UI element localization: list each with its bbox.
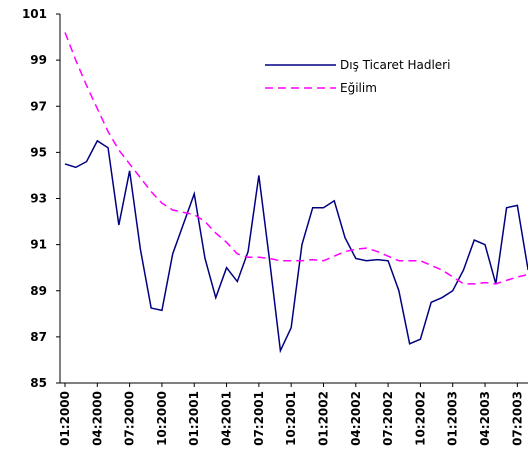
x-tick-label: 10:2000 xyxy=(155,391,169,446)
y-tick-label: 87 xyxy=(30,330,47,344)
y-tick-label: 91 xyxy=(30,238,47,252)
y-tick-label: 99 xyxy=(30,53,47,67)
y-tick-label: 85 xyxy=(30,376,47,390)
x-tick-label: 07:2000 xyxy=(123,391,137,446)
x-tick-label: 01:2001 xyxy=(187,391,201,446)
y-tick-label: 101 xyxy=(22,7,47,21)
x-tick-label: 04:2001 xyxy=(220,391,234,446)
series-line xyxy=(64,139,528,354)
x-tick-label: 01:2002 xyxy=(316,391,330,446)
series-line xyxy=(64,32,528,285)
y-tick-label: 93 xyxy=(30,192,47,206)
x-tick-label: 04:2000 xyxy=(90,391,104,446)
x-tick-label: 07:2002 xyxy=(381,391,395,446)
y-tick-label: 97 xyxy=(30,99,47,113)
y-tick-label: 95 xyxy=(30,145,47,159)
legend-label: Dış Ticaret Hadleri xyxy=(340,58,450,72)
x-tick-label: 04:2002 xyxy=(349,391,363,446)
x-tick-label: 07:2001 xyxy=(252,391,266,446)
x-tick-label: 04:2003 xyxy=(478,391,492,446)
x-tick-label: 10:2002 xyxy=(413,391,427,446)
y-tick-label: 89 xyxy=(30,284,47,298)
x-tick-label: 07:2003 xyxy=(510,391,524,446)
x-tick-label: 10:2001 xyxy=(284,391,298,446)
x-tick-label: 01:2003 xyxy=(446,391,460,446)
legend-label: Eğilim xyxy=(340,81,377,95)
x-tick-label: 01:2000 xyxy=(58,391,72,446)
